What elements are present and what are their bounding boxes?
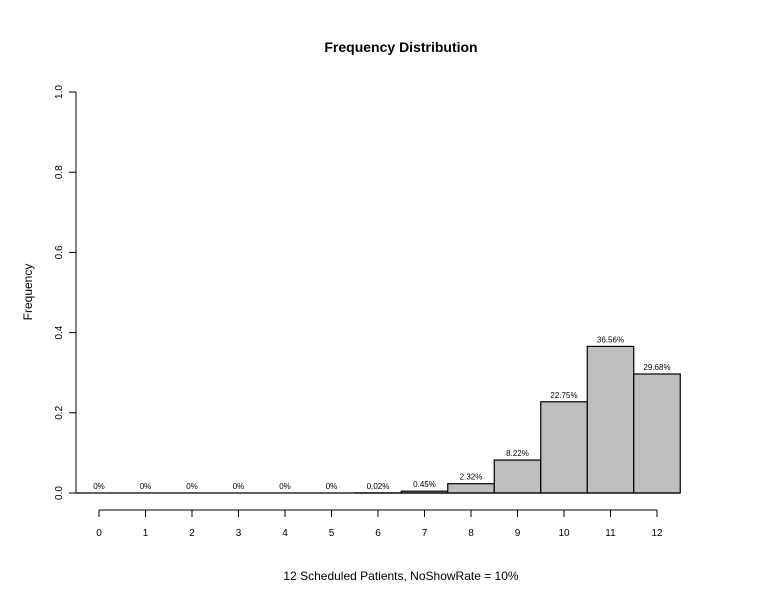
data-label-7: 0.45%	[413, 480, 436, 489]
data-label-3: 0%	[233, 482, 245, 491]
x-tick-label: 8	[468, 528, 474, 539]
x-tick-label: 7	[422, 528, 428, 539]
bar-8	[447, 483, 495, 494]
bar-11	[586, 345, 635, 494]
data-label-4: 0%	[279, 482, 291, 491]
bar-10	[540, 401, 588, 494]
data-label-10: 22.75%	[550, 391, 577, 400]
y-tick-label: 0.4	[54, 325, 65, 339]
y-tick-label: 0.8	[54, 165, 65, 179]
bar-12	[633, 373, 681, 494]
y-tick-label: 0.0	[54, 486, 65, 500]
x-tick-label: 2	[189, 528, 195, 539]
chart-title: Frequency Distribution	[324, 39, 477, 55]
x-tick-label: 0	[96, 528, 102, 539]
y-tick-label: 0.2	[54, 405, 65, 419]
x-tick-label: 10	[558, 528, 570, 539]
x-tick-label: 6	[375, 528, 381, 539]
data-label-6: 0.02%	[367, 482, 390, 491]
x-tick-label: 9	[515, 528, 521, 539]
x-axis-label: 12 Scheduled Patients, NoShowRate = 10%	[283, 569, 518, 583]
bar-9	[493, 459, 542, 494]
x-tick-label: 4	[282, 528, 288, 539]
data-label-0: 0%	[93, 482, 105, 491]
data-label-8: 2.32%	[460, 473, 483, 482]
y-tick-label: 1.0	[54, 85, 65, 99]
x-tick-label: 1	[143, 528, 149, 539]
x-tick-label: 5	[329, 528, 335, 539]
x-tick-label: 3	[236, 528, 242, 539]
y-tick-label: 0.6	[54, 245, 65, 259]
data-label-11: 36.56%	[597, 335, 624, 344]
data-label-12: 29.68%	[643, 363, 670, 372]
data-label-2: 0%	[186, 482, 198, 491]
data-label-5: 0%	[326, 482, 338, 491]
y-axis-label: Frequency	[21, 264, 35, 321]
data-label-9: 8.22%	[506, 449, 529, 458]
x-tick-label: 12	[651, 528, 663, 539]
data-label-1: 0%	[140, 482, 152, 491]
x-tick-label: 11	[605, 528, 616, 539]
